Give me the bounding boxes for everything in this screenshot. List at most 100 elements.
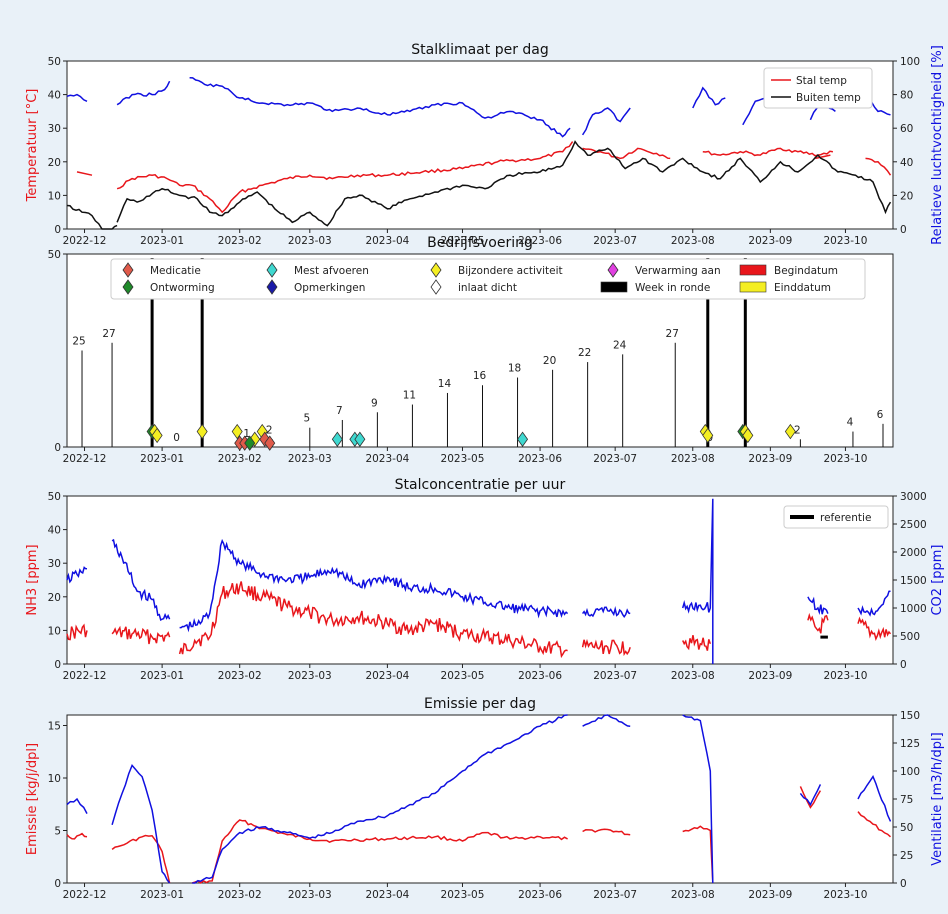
y2-tick-label: 25 [900, 850, 913, 862]
legend-label: Bijzondere activiteit [458, 265, 563, 277]
legend-label: Buiten temp [796, 92, 861, 104]
week-label: 6 [877, 409, 884, 421]
x-tick-label: 2023-08 [671, 235, 715, 247]
y2-tick-label: 0 [900, 878, 907, 890]
x-tick-label: 2023-08 [671, 453, 715, 465]
legend-marker [266, 262, 278, 278]
legend-box [110, 258, 866, 300]
week-label: 20 [543, 355, 556, 367]
chart-title: Emissie per dag [424, 696, 536, 712]
y2-tick-label: 60 [900, 123, 913, 135]
week-label: 27 [666, 328, 679, 340]
week-label: 24 [613, 339, 627, 351]
series-line [857, 811, 892, 838]
x-tick-label: 2023-05 [441, 889, 485, 901]
x-tick-label: 2023-03 [288, 453, 332, 465]
legend-box [783, 505, 889, 529]
series-line [807, 596, 829, 615]
x-tick-label: 2023-02 [218, 235, 262, 247]
series-line [66, 93, 88, 102]
y2-tick-label: 40 [900, 157, 913, 169]
event-marker [784, 423, 796, 440]
y-tick-label: 50 [48, 249, 61, 261]
week-label: 25 [72, 336, 85, 348]
legend-label: Ontworming [150, 282, 215, 294]
series-line [857, 616, 892, 641]
week-label: 2 [266, 424, 273, 436]
series-line [865, 157, 892, 176]
legend-marker [122, 279, 134, 295]
y2-tick-label: 0 [900, 224, 907, 236]
legend-label: inlaat dicht [458, 282, 517, 294]
series-line [179, 538, 569, 633]
x-tick-label: 2023-08 [671, 889, 715, 901]
series-line [807, 612, 829, 634]
series-line [582, 606, 631, 619]
x-tick-label: 2023-08 [671, 670, 715, 682]
series-line [192, 714, 568, 884]
event-marker [331, 431, 343, 447]
series-line [692, 86, 726, 109]
y2-tick-label: 1500 [900, 575, 927, 587]
y-tick-label: 0 [54, 659, 61, 671]
legend-marker [430, 279, 442, 295]
x-tick-label: 2023-02 [218, 453, 262, 465]
y-tick-label: 50 [48, 491, 61, 503]
x-tick-label: 2023-03 [288, 670, 332, 682]
legend-label: Einddatum [774, 282, 831, 294]
series-line [76, 171, 93, 176]
x-tick-label: 2022-12 [63, 453, 107, 465]
x-tick-label: 2022-12 [63, 889, 107, 901]
y2-axis-label: Relatieve luchtvochtigheid [%] [930, 45, 945, 245]
x-tick-label: 2023-07 [593, 889, 637, 901]
y2-tick-label: 2500 [900, 519, 927, 531]
legend-label: Stal temp [796, 75, 847, 87]
series-line [189, 77, 571, 138]
y2-tick-label: 150 [900, 710, 920, 722]
x-tick-label: 2023-03 [288, 235, 332, 247]
legend-label: Mest afvoeren [294, 265, 369, 277]
event-marker [517, 431, 529, 447]
legend-label: Verwarming aan [635, 265, 721, 277]
y2-tick-label: 80 [900, 90, 913, 102]
legend-label: Opmerkingen [294, 282, 365, 294]
legend-label: Medicatie [150, 265, 201, 277]
x-tick-label: 2023-04 [365, 889, 409, 901]
panel-2: Bedrijfsvoering 2022-12 2023-01 2023-02 2023… [48, 235, 894, 465]
x-tick-label: 2023-02 [218, 889, 262, 901]
y2-tick-label: 125 [900, 738, 920, 750]
plot-area [66, 495, 894, 665]
y2-tick-label: 20 [900, 190, 913, 202]
series-line [191, 819, 568, 884]
x-tick-label: 2022-12 [63, 235, 107, 247]
legend-marker [739, 264, 767, 276]
legend-marker [122, 262, 134, 278]
week-label: 14 [438, 378, 452, 390]
series-line [66, 797, 88, 814]
y2-tick-label: 0 [900, 659, 907, 671]
week-label: 18 [508, 363, 521, 375]
x-tick-label: 2023-07 [593, 670, 637, 682]
y-axis-label: NH3 [ppm] [25, 544, 40, 615]
series-line [116, 140, 892, 227]
panel-1: Stalklimaat per dag 2022-12 2023-01 2023-02… [25, 42, 945, 247]
y-tick-label: 10 [48, 190, 61, 202]
week-label: 1 [243, 428, 250, 440]
y-tick-label: 10 [48, 625, 61, 637]
y-tick-label: 30 [48, 123, 61, 135]
x-tick-label: 2023-01 [140, 889, 184, 901]
x-tick-label: 2023-06 [518, 889, 562, 901]
event-marker [244, 435, 256, 451]
x-tick-label: 2023-07 [593, 235, 637, 247]
legend-marker [600, 281, 628, 293]
x-tick-label: 2023-10 [824, 453, 868, 465]
panel-3: Stalconcentratie per uur 2022-12 2023-01 20… [25, 477, 945, 682]
x-tick-label: 2023-10 [824, 235, 868, 247]
x-tick-label: 2023-01 [140, 235, 184, 247]
series-line [116, 141, 574, 214]
y-tick-label: 10 [48, 773, 61, 785]
series-line [66, 204, 118, 230]
series-line [682, 714, 714, 884]
week-label: 16 [473, 370, 487, 382]
